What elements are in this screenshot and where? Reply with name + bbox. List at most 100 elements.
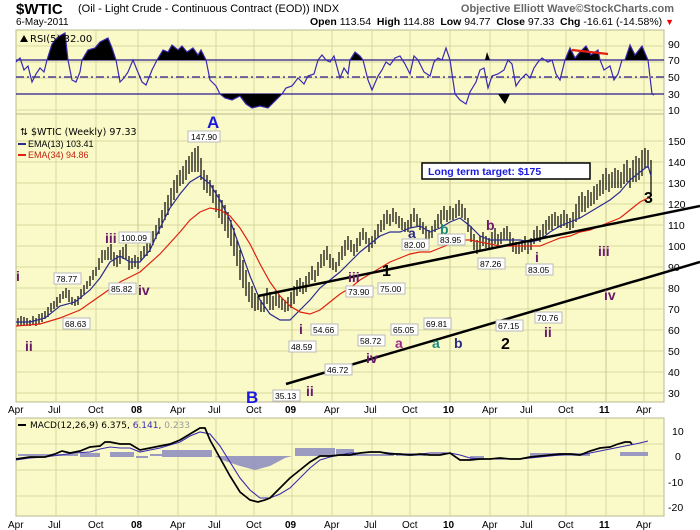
svg-text:80: 80 xyxy=(668,283,680,295)
svg-text:130: 130 xyxy=(668,178,686,190)
svg-text:147.90: 147.90 xyxy=(191,132,217,142)
svg-text:70.76: 70.76 xyxy=(537,313,559,323)
svg-text:Jul: Jul xyxy=(208,520,221,530)
svg-text:09: 09 xyxy=(285,520,297,530)
svg-text:0: 0 xyxy=(675,451,681,463)
svg-text:68.63: 68.63 xyxy=(65,319,87,329)
svg-text:120: 120 xyxy=(668,199,686,211)
wave-A: A xyxy=(207,113,219,132)
svg-text:Jul: Jul xyxy=(48,520,61,530)
svg-text:73.90: 73.90 xyxy=(348,287,370,297)
ema13-legend: EMA(13) 103.41 xyxy=(28,139,94,149)
ema34-line xyxy=(15,197,651,327)
macd-legend: MACD(12,26,9) 6.375, 6.141, 0.233 xyxy=(30,421,190,431)
svg-text:150: 150 xyxy=(668,136,686,148)
svg-text:11: 11 xyxy=(599,520,610,530)
svg-text:69.81: 69.81 xyxy=(426,319,448,329)
svg-text:Jul: Jul xyxy=(48,405,61,416)
svg-text:78.77: 78.77 xyxy=(56,274,78,284)
wave-3: 3 xyxy=(644,190,653,207)
svg-text:Apr: Apr xyxy=(324,405,340,416)
svg-text:Apr: Apr xyxy=(170,520,186,530)
rsi-panel: RSI(5) 32.00 90 70 50 30 10 xyxy=(15,29,680,117)
svg-text:Apr: Apr xyxy=(482,520,498,530)
chart-header: $WTIC (Oil - Light Crude - Continuous Co… xyxy=(16,0,696,32)
svg-text:08: 08 xyxy=(131,520,143,530)
svg-text:Apr: Apr xyxy=(482,405,498,416)
svg-text:100.09: 100.09 xyxy=(121,233,147,243)
svg-text:b: b xyxy=(440,221,449,237)
svg-text:ii: ii xyxy=(544,324,552,340)
svg-text:67.15: 67.15 xyxy=(498,321,520,331)
open-label: Open xyxy=(309,16,337,28)
channel-upper-line xyxy=(257,204,700,298)
svg-text:30: 30 xyxy=(668,388,680,400)
svg-text:iii: iii xyxy=(598,243,610,259)
svg-text:iv: iv xyxy=(604,287,616,303)
svg-text:54.66: 54.66 xyxy=(313,325,335,335)
svg-text:iii: iii xyxy=(105,230,117,246)
svg-text:70: 70 xyxy=(668,304,680,316)
svg-text:-20: -20 xyxy=(668,502,683,514)
wave-1: 1 xyxy=(382,263,391,280)
chg-label: Chg xyxy=(560,16,581,28)
channel-lower-line xyxy=(285,260,700,386)
svg-text:ii: ii xyxy=(25,338,33,354)
high-label: High xyxy=(376,16,401,28)
wave-2: 2 xyxy=(501,336,510,353)
chg-value: -16.61 (-14.58%) xyxy=(583,16,663,28)
svg-text:83.05: 83.05 xyxy=(528,265,550,275)
svg-text:Apr: Apr xyxy=(324,520,340,530)
down-arrow-icon: ▼ xyxy=(665,17,674,27)
svg-text:11: 11 xyxy=(599,405,610,416)
chart-date: 6-May-2011 xyxy=(16,17,69,28)
svg-text:35.13: 35.13 xyxy=(275,391,297,401)
price-legend-title: ⇅ $WTIC (Weekly) 97.33 xyxy=(20,127,137,138)
svg-text:60: 60 xyxy=(668,325,680,337)
svg-text:Jul: Jul xyxy=(520,520,533,530)
brand-credit: Objective Elliott Wave©StockCharts.com xyxy=(460,3,674,15)
svg-text:ii: ii xyxy=(306,383,314,399)
svg-text:Oct: Oct xyxy=(246,520,262,530)
svg-text:Apr: Apr xyxy=(170,405,186,416)
svg-text:Apr: Apr xyxy=(8,405,24,416)
svg-text:75.00: 75.00 xyxy=(380,284,402,294)
svg-text:10: 10 xyxy=(443,520,455,530)
svg-text:58.72: 58.72 xyxy=(360,336,382,346)
target-box-text: Long term target: $175 xyxy=(428,166,541,178)
price-labels: 147.90 100.09 78.77 85.82 68.63 48.59 54… xyxy=(53,130,563,402)
svg-text:iv: iv xyxy=(138,282,150,298)
svg-text:a: a xyxy=(408,225,416,241)
rsi-legend-icon xyxy=(20,35,28,42)
svg-text:40: 40 xyxy=(668,367,680,379)
high-value: 114.88 xyxy=(403,16,435,28)
rsi-axis-90: 90 xyxy=(668,39,680,51)
svg-text:i: i xyxy=(535,249,539,265)
svg-text:Oct: Oct xyxy=(246,405,262,416)
svg-text:Jul: Jul xyxy=(364,405,377,416)
svg-text:Apr: Apr xyxy=(8,520,24,530)
svg-text:b: b xyxy=(486,217,495,233)
svg-text:Apr: Apr xyxy=(636,520,652,530)
svg-text:65.05: 65.05 xyxy=(393,325,415,335)
svg-text:Jul: Jul xyxy=(208,405,221,416)
svg-text:i: i xyxy=(299,321,303,337)
low-label: Low xyxy=(440,16,462,28)
x-axis-bottom: Apr Jul Oct 08 Apr Jul Oct 09 Apr Jul Oc… xyxy=(8,520,652,530)
target-box xyxy=(421,162,591,180)
symbol-description: (Oil - Light Crude - Continuous Contract… xyxy=(78,3,340,15)
open-value: 113.54 xyxy=(339,16,372,28)
svg-text:85.82: 85.82 xyxy=(111,284,133,294)
svg-text:Jul: Jul xyxy=(520,405,533,416)
svg-text:08: 08 xyxy=(131,405,143,416)
macd-signal-line xyxy=(15,431,649,499)
svg-text:Oct: Oct xyxy=(558,405,574,416)
svg-text:140: 140 xyxy=(668,157,686,169)
svg-text:110: 110 xyxy=(668,220,685,232)
svg-text:iii: iii xyxy=(348,269,360,285)
price-panel: ⇅ $WTIC (Weekly) 97.33 EMA(13) 103.41 EM… xyxy=(15,113,700,407)
svg-text:83.95: 83.95 xyxy=(440,235,462,245)
svg-text:Jul: Jul xyxy=(364,520,377,530)
svg-text:Oct: Oct xyxy=(88,520,104,530)
